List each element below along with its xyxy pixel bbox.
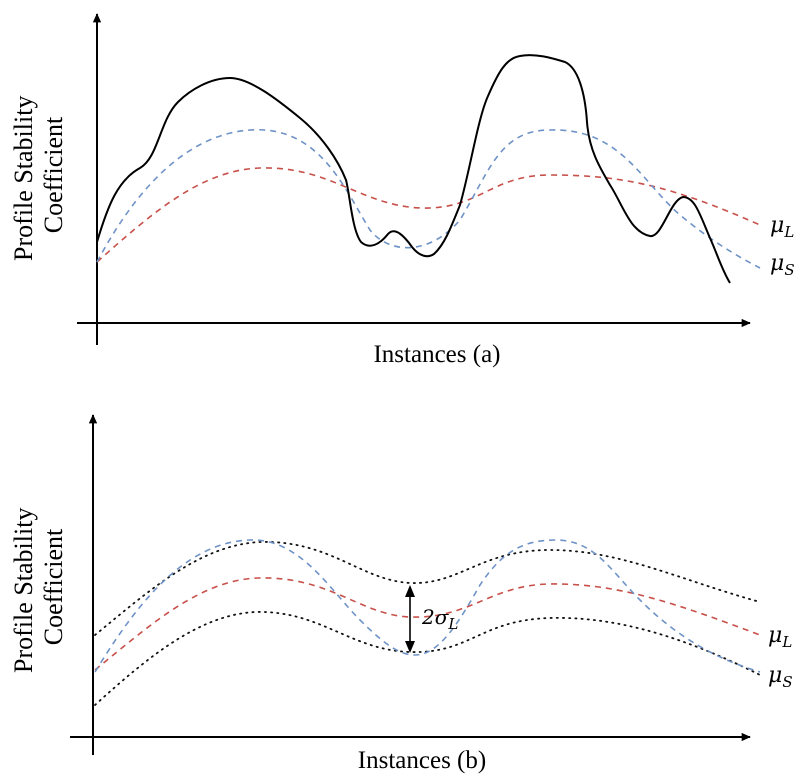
legend-long-sub-b: L bbox=[781, 633, 792, 651]
legend-long-label-a: μL bbox=[770, 213, 794, 241]
panel-b: Profile Stability Coefficient Instances … bbox=[9, 414, 793, 774]
y-axis-label-b: Profile Stability Coefficient bbox=[9, 501, 68, 673]
upper-bound-curve-b bbox=[94, 541, 761, 636]
y-axis-label-a-line1: Profile Stability bbox=[9, 96, 38, 261]
long-term-mean-curve-b bbox=[94, 577, 761, 671]
sigma-band-prefix: 2σ bbox=[421, 605, 450, 629]
legend-short-sub-a: S bbox=[784, 261, 794, 279]
legend-short-symbol-a: μ bbox=[770, 251, 784, 276]
y-axis-label-b-line2: Coefficient bbox=[39, 528, 68, 645]
y-axis-label-a: Profile Stability Coefficient bbox=[9, 89, 68, 261]
sigma-band-sub: L bbox=[447, 615, 458, 633]
legend-long-sub-a: L bbox=[783, 223, 794, 241]
sigma-arrow-bottom bbox=[405, 641, 415, 653]
legend-long-label-b: μL bbox=[768, 623, 792, 651]
short-term-mean-curve-a bbox=[96, 129, 761, 269]
panel-a: Profile Stability Coefficient Instances … bbox=[9, 13, 795, 368]
sigma-band-label: 2σL bbox=[421, 605, 458, 633]
legend-long-symbol-a: μ bbox=[770, 213, 784, 238]
legend-short-label-b: μS bbox=[768, 663, 793, 691]
legend-short-sub-b: S bbox=[782, 673, 792, 691]
legend-short-label-a: μS bbox=[770, 251, 795, 279]
short-term-mean-curve-b bbox=[94, 539, 761, 673]
y-axis-label-b-line1: Profile Stability bbox=[9, 508, 38, 673]
x-axis-label-b: Instances (b) bbox=[358, 747, 486, 774]
lower-bound-curve-b bbox=[94, 611, 761, 706]
legend-long-symbol-b: μ bbox=[768, 623, 782, 648]
sigma-arrow-top bbox=[405, 585, 415, 597]
x-axis-label-a: Instances (a) bbox=[373, 341, 500, 368]
long-term-mean-curve-a bbox=[96, 167, 761, 263]
y-axis-label-a-line2: Coefficient bbox=[39, 116, 68, 233]
actual-stability-curve-a bbox=[96, 54, 731, 284]
legend-short-symbol-b: μ bbox=[768, 663, 782, 688]
